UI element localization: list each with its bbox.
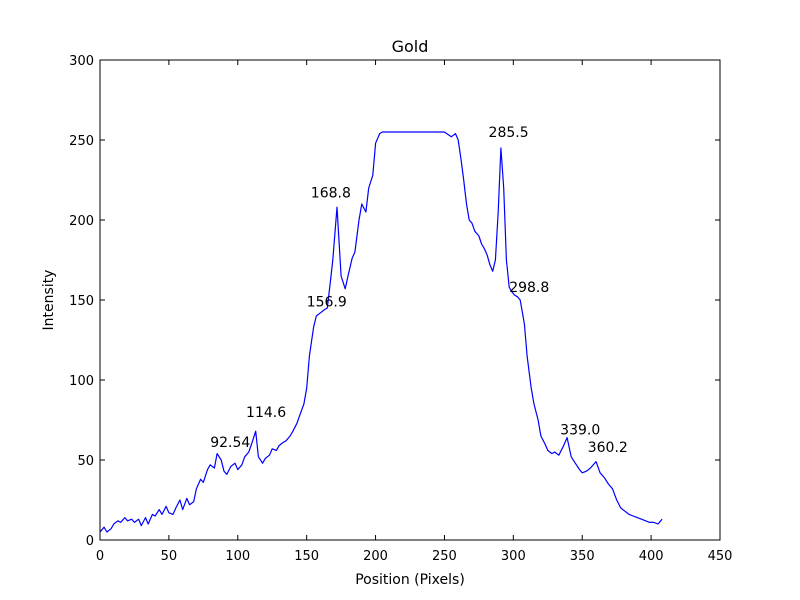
series-line-0 [99, 131, 663, 533]
y-tick-label: 300 [69, 54, 94, 69]
y-tick-label: 200 [69, 214, 94, 229]
y-tick-label: 250 [69, 134, 94, 149]
x-tick-label: 250 [432, 549, 457, 564]
x-tick-label: 150 [294, 549, 319, 564]
y-tick-label: 0 [86, 534, 94, 549]
peak-annotation: 339.0 [560, 422, 600, 438]
y-tick-label: 50 [77, 454, 94, 469]
peak-annotation: 298.8 [509, 280, 549, 296]
y-tick-label: 150 [69, 294, 94, 309]
x-tick-label: 350 [570, 549, 595, 564]
peak-annotation: 92.54 [210, 435, 250, 451]
chart-title: Gold [392, 37, 429, 56]
y-tick-label: 100 [69, 374, 94, 389]
x-axis-label: Position (Pixels) [355, 572, 465, 588]
peak-annotation: 360.2 [588, 440, 628, 456]
x-tick-label: 0 [96, 549, 104, 564]
peak-annotation: 285.5 [489, 125, 529, 141]
y-axis: 0 50 100 150 200 250 300 [69, 54, 720, 549]
x-tick-label: 50 [161, 549, 178, 564]
annotations: 92.54 114.6 156.9 168.8 285.5 298.8 339.0 360.2 [210, 125, 628, 456]
plot-frame [99, 59, 721, 541]
x-tick-label: 400 [639, 549, 664, 564]
peak-annotation: 114.6 [246, 405, 286, 421]
plot-area [99, 131, 663, 533]
x-tick-label: 300 [501, 549, 526, 564]
peak-annotation: 168.8 [311, 186, 351, 202]
peak-annotation: 156.9 [307, 294, 347, 310]
x-tick-label: 450 [708, 549, 733, 564]
x-tick-label: 200 [363, 549, 388, 564]
y-axis-label: Intensity [41, 270, 57, 331]
x-tick-label: 100 [225, 549, 250, 564]
x-axis: 0 50 100 150 200 250 300 350 400 450 [96, 60, 733, 564]
